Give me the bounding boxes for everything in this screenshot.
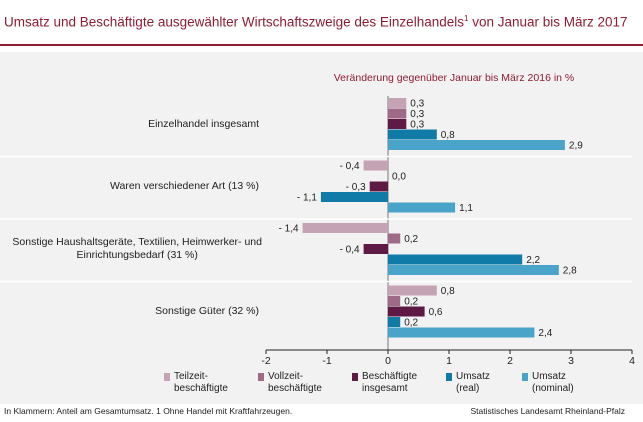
data-label: 0,8 [441,130,455,141]
data-label: - 0,3 [346,182,366,193]
category-label: Sonstige Haushaltsgeräte, Textilien, Hei… [12,236,262,262]
source-note: Statistisches Landesamt Rheinland-Pfalz [470,406,626,416]
data-label: - 1,1 [297,193,317,204]
data-label: 2,8 [563,266,577,277]
bar [388,233,401,244]
bar [388,129,437,140]
category-label: Waren verschiedener Art (13 %) [109,180,259,193]
data-label: 2,9 [569,141,583,152]
legend-label: Umsatz (real) [456,371,490,394]
chart-title: Umsatz und Beschäftigte ausgewählter Wir… [4,14,628,30]
legend-item: Teilzeit- beschäftigte [164,371,254,397]
x-tick-label: -1 [322,355,331,367]
legend-item: Umsatz (nominal) [522,371,612,397]
category-label: Sonstige Güter (32 %) [155,305,259,318]
bar [388,317,401,327]
chart-subtitle: Veränderung gegenüber Januar bis März 20… [334,72,575,84]
bar [388,296,401,306]
bar [302,223,388,233]
data-label: 0,3 [410,99,424,110]
chart-title-rest: von Januar bis März 2017 [468,14,628,30]
bar [363,244,388,254]
data-label: 0,2 [404,297,418,308]
legend-label: Vollzeit- beschäftigte [268,371,322,394]
data-label: 0,0 [392,172,406,183]
bar [363,160,388,171]
data-label: 0,3 [410,120,424,131]
bar [388,119,407,129]
legend-item: Umsatz (real) [446,371,536,397]
bar [388,327,535,338]
bar [388,254,523,265]
data-label: 1,1 [459,203,473,214]
data-label: 0,6 [429,307,443,318]
legend-swatch [522,373,528,381]
data-label: 2,2 [526,255,540,266]
legend-swatch [446,373,452,381]
legend-item: Beschäftigte insgesamt [352,371,442,397]
bar [388,202,456,213]
x-tick-label: 1 [446,355,452,367]
x-tick-label: 0 [385,355,391,367]
bar [388,306,425,317]
bar [369,181,388,192]
legend-item: Vollzeit- beschäftigte [258,371,348,397]
legend-swatch [164,373,170,381]
bar [388,108,407,119]
legend-label: Umsatz (nominal) [532,371,574,394]
data-label: 2,4 [538,328,552,339]
data-label: - 0,4 [340,161,360,172]
bar [388,265,559,275]
bar [388,285,437,296]
data-label: - 1,4 [279,224,299,235]
legend-swatch [258,373,264,381]
bar [320,192,388,202]
bar [388,140,565,150]
data-label: 0,3 [410,109,424,120]
x-tick-label: -2 [261,355,270,367]
category-label: Einzelhandel insgesamt [148,117,259,130]
footnote: In Klammern: Anteil am Gesamtumsatz. 1 O… [4,406,293,416]
x-tick-label: 2 [507,355,513,367]
data-label: - 0,4 [340,245,360,256]
x-tick-label: 4 [629,355,635,367]
legend-label: Teilzeit- beschäftigte [174,371,228,394]
title-bar: Umsatz und Beschäftigte ausgewählter Wir… [0,0,643,46]
legend-label: Beschäftigte insgesamt [362,371,418,394]
x-tick-label: 3 [568,355,574,367]
bar [388,98,407,108]
chart-title-footnote-mark: 1 [463,14,469,23]
chart-title-text: Umsatz und Beschäftigte ausgewählter Wir… [4,14,464,30]
legend-swatch [352,373,358,381]
data-label: 0,8 [441,286,455,297]
data-label: 0,2 [404,318,418,329]
data-label: 0,2 [404,234,418,245]
